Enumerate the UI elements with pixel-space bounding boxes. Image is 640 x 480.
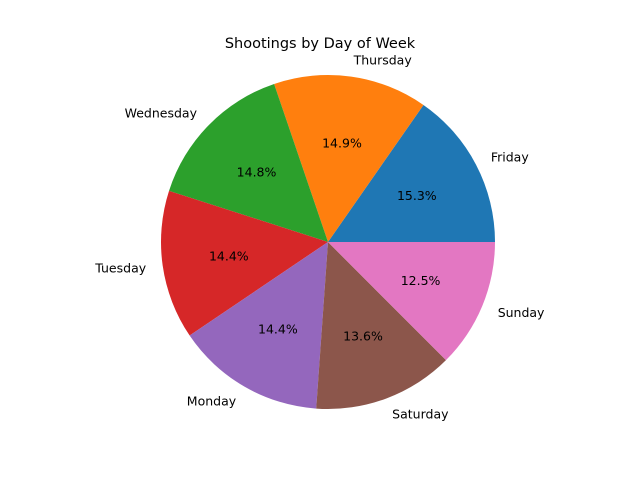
- pie-slice-saturday: [316, 242, 446, 409]
- chart-title: Shootings by Day of Week: [224, 36, 416, 52]
- category-label-tuesday: Tuesday: [94, 260, 146, 275]
- pie-slice-wednesday: [169, 83, 328, 242]
- category-label-saturday: Saturday: [392, 407, 449, 422]
- category-label-thursday: Thursday: [353, 53, 413, 68]
- percent-label-tuesday: 14.4%: [209, 249, 249, 264]
- percent-label-saturday: 13.6%: [343, 328, 383, 343]
- category-label-sunday: Sunday: [498, 305, 545, 320]
- pie-slice-tuesday: [160, 190, 328, 336]
- percent-labels: 15.3% 14.9% 14.8% 14.4% 14.4% 13.6% 12.5%: [209, 135, 441, 343]
- category-label-wednesday: Wednesday: [125, 106, 198, 121]
- category-label-friday: Friday: [491, 149, 529, 164]
- pie-slices: [160, 75, 495, 409]
- percent-label-wednesday: 14.8%: [237, 164, 277, 179]
- pie-slice-sunday: [328, 242, 495, 361]
- category-label-monday: Monday: [187, 394, 237, 409]
- pie-slice-thursday: [274, 75, 424, 242]
- percent-label-thursday: 14.9%: [322, 135, 362, 150]
- percent-label-monday: 14.4%: [258, 321, 298, 336]
- category-labels: Friday Thursday Wednesday Tuesday Monday Satu…: [94, 53, 545, 422]
- pie-slice-friday: [328, 104, 495, 242]
- pie-slice-monday: [189, 242, 328, 409]
- percent-label-friday: 15.3%: [397, 188, 437, 203]
- percent-label-sunday: 12.5%: [401, 273, 441, 288]
